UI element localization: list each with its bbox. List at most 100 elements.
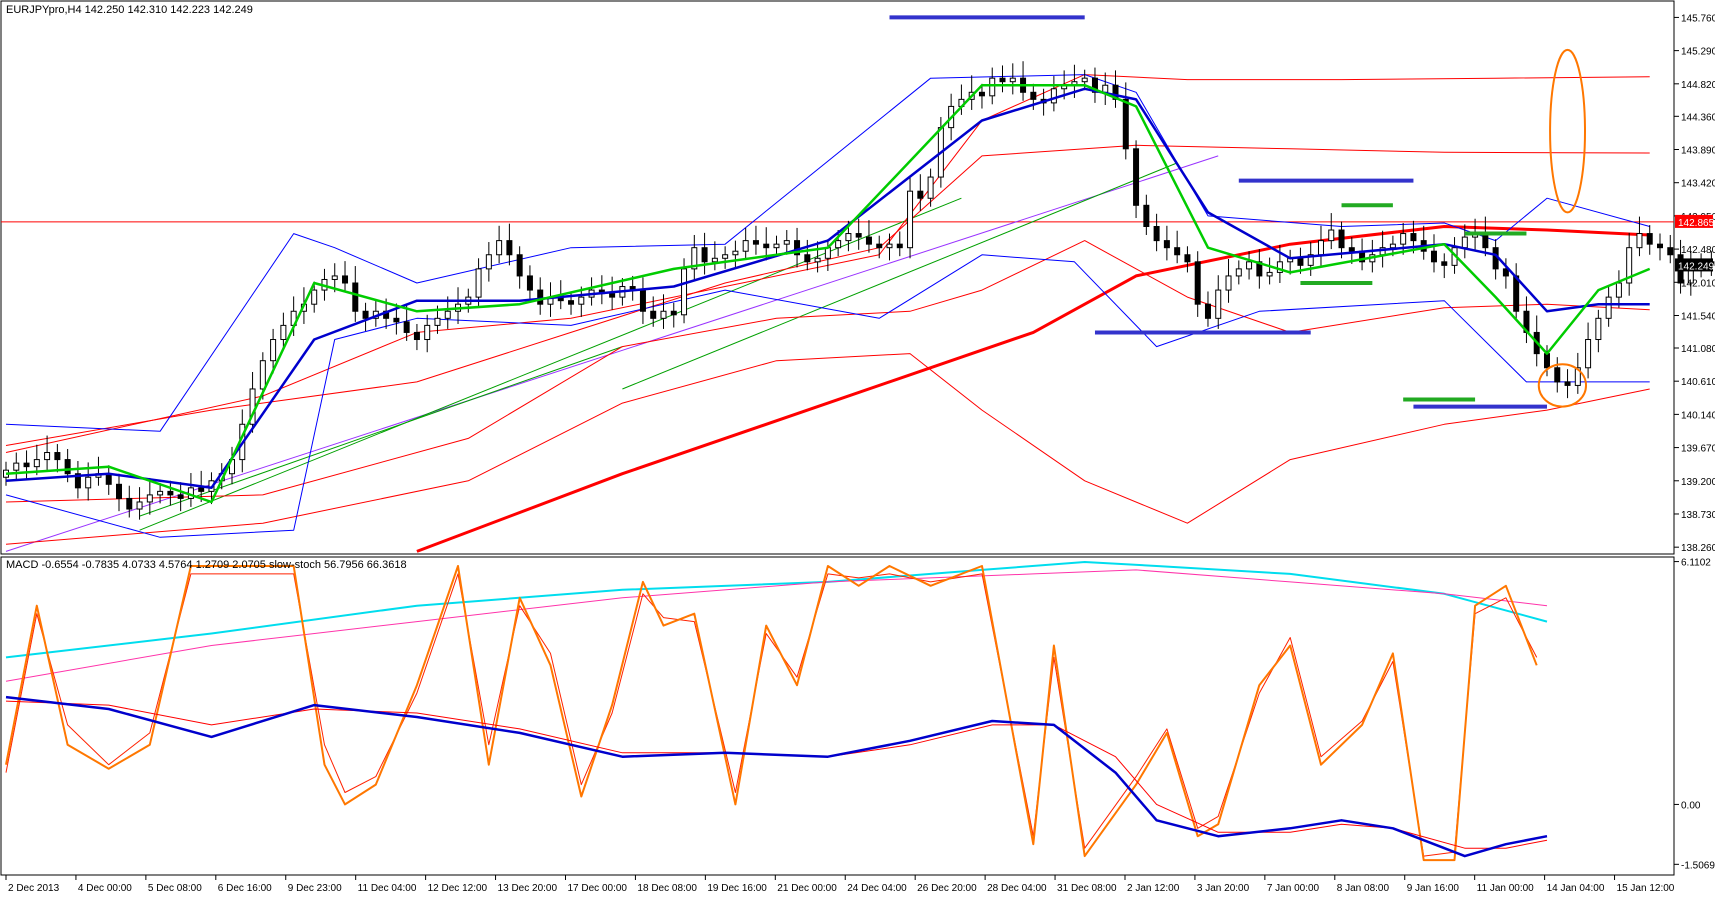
symbol-header: EURJPYpro,H4 142.250 142.310 142.223 142… — [6, 4, 253, 16]
candle-body — [927, 176, 934, 199]
candle-body — [1461, 236, 1468, 249]
candle-body — [198, 487, 205, 492]
series-macd_signal — [5, 700, 1548, 849]
candle-body — [259, 360, 266, 390]
candle-body — [1009, 77, 1016, 83]
candle-body — [105, 473, 112, 485]
y-tick-label: 144.360 — [1681, 112, 1715, 123]
x-tick-label: 21 Dec 00:00 — [777, 883, 837, 894]
candle-body — [1307, 254, 1314, 266]
candle-body — [855, 233, 862, 238]
x-tick-label: 7 Jan 00:00 — [1267, 883, 1320, 894]
candle-body — [1513, 275, 1520, 312]
candle-body — [1626, 247, 1633, 284]
main-panel-frame — [0, 0, 1675, 555]
x-tick-label: 6 Dec 16:00 — [218, 883, 272, 894]
candle-body — [1554, 367, 1561, 383]
candle-body — [1143, 204, 1150, 227]
candle-body — [578, 296, 585, 305]
candle-body — [691, 247, 698, 270]
y-tick-label: 142.480 — [1681, 245, 1715, 256]
y-tick-label: 138.260 — [1681, 543, 1715, 554]
candle-body — [711, 257, 718, 263]
candle-body — [609, 293, 616, 298]
line-bb_outer_lower — [5, 353, 1650, 545]
indicator-panel — [5, 561, 1548, 862]
x-tick-label: 12 Dec 12:00 — [428, 883, 488, 894]
y-tick-label: 141.540 — [1681, 311, 1715, 322]
candle-body — [999, 77, 1006, 83]
y-tick-label: 143.420 — [1681, 179, 1715, 190]
candle-body — [681, 268, 688, 316]
candle-body — [1615, 282, 1622, 298]
candle-body — [1543, 353, 1550, 369]
candle-body — [1204, 303, 1211, 319]
candle-body — [1225, 275, 1232, 291]
y-tick-label: 141.080 — [1681, 344, 1715, 355]
candle-body — [732, 250, 739, 256]
candle-body — [280, 324, 287, 341]
candle-body — [1184, 254, 1191, 263]
candle-body — [1256, 261, 1263, 277]
candle-body — [845, 233, 852, 242]
line-trendline_green_1 — [139, 197, 962, 531]
x-tick-label: 8 Jan 08:00 — [1337, 883, 1390, 894]
candle-body — [496, 240, 503, 256]
candle-body — [434, 317, 441, 326]
candle-body — [116, 483, 123, 499]
current-price-tag — [1675, 258, 1713, 272]
y-tick-label: 138.730 — [1681, 510, 1715, 521]
x-tick-label: 5 Dec 08:00 — [148, 883, 202, 894]
highlight-oval — [1537, 363, 1588, 408]
indicator-panel-frame — [0, 556, 1675, 876]
line-trendline_green_2 — [139, 346, 623, 517]
candle-body — [1636, 233, 1643, 249]
candle-body — [568, 300, 575, 305]
x-tick-label: 9 Jan 16:00 — [1407, 883, 1460, 894]
axis-labels: 145.760 145.290 144.820 144.360 143.890 143.4… — [5, 13, 1715, 894]
candle-body — [773, 243, 780, 249]
candle-body — [1430, 250, 1437, 263]
candle-body — [146, 494, 153, 503]
candle-body — [393, 317, 400, 323]
x-tick-label: 24 Dec 04:00 — [847, 883, 907, 894]
series-stoch_main — [5, 565, 1538, 862]
candle-body — [74, 473, 81, 489]
candle-body — [907, 190, 914, 249]
candle-body — [1153, 225, 1160, 242]
candle-body — [670, 310, 677, 316]
candle-body — [177, 494, 184, 499]
candle-body — [1266, 271, 1273, 277]
y-tick-label: 140.610 — [1681, 377, 1715, 388]
candle-body — [475, 268, 482, 298]
candle-body — [362, 310, 369, 319]
candle-body — [701, 247, 708, 263]
candle-body — [23, 462, 30, 468]
candle-body — [1410, 233, 1417, 242]
candle-body — [1646, 233, 1653, 245]
line-ma_slow_blue — [5, 87, 1650, 490]
x-tick-label: 17 Dec 00:00 — [567, 883, 627, 894]
candle-body — [1389, 243, 1396, 249]
candle-body — [1605, 296, 1612, 319]
y-tick-label: 145.290 — [1681, 47, 1715, 58]
x-tick-label: 31 Dec 08:00 — [1057, 883, 1117, 894]
candle-body — [54, 452, 61, 461]
candle-body — [865, 236, 872, 245]
candle-body — [804, 254, 811, 263]
x-tick-label: 3 Jan 20:00 — [1197, 883, 1250, 894]
candle-body — [763, 243, 770, 249]
candle-body — [64, 459, 71, 475]
candle-body — [1585, 339, 1592, 369]
candle-body — [1595, 317, 1602, 341]
candle-body — [1348, 247, 1355, 252]
candle-body — [1174, 247, 1181, 256]
candle-body — [1482, 233, 1489, 249]
series-stoch_signal — [5, 573, 1538, 857]
candle-body — [1564, 381, 1571, 386]
y-tick-label: 140.140 — [1681, 410, 1715, 421]
candle-body — [1163, 240, 1170, 249]
x-tick-label: 4 Dec 00:00 — [78, 883, 132, 894]
